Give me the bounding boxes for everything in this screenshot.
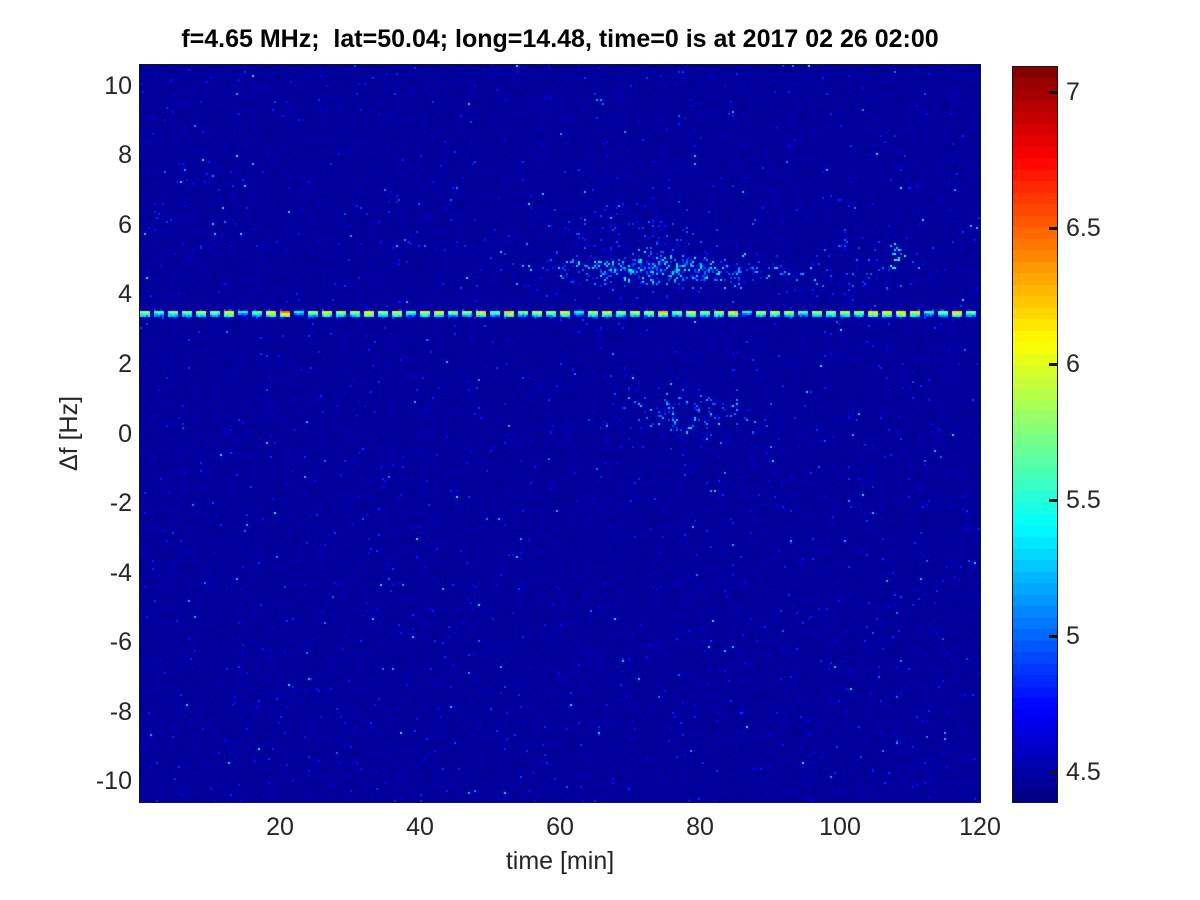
colorbar-tick-label: 6.5 [1066, 213, 1101, 242]
colorbar-tick-mark [1049, 634, 1058, 638]
colorbar-canvas [1013, 67, 1057, 802]
colorbar-tick-label: 5.5 [1066, 485, 1101, 514]
y-tick-label: 0 [118, 419, 132, 448]
plot-title: f=4.65 MHz; lat=50.04; long=14.48, time=… [181, 25, 939, 53]
y-tick-label: -6 [109, 628, 132, 657]
y-tick-label: 10 [104, 71, 132, 100]
x-tick-label: 80 [686, 813, 714, 841]
x-tick-label: 40 [406, 813, 434, 841]
y-tick-label: 8 [118, 141, 132, 170]
colorbar-tick-label: 4.5 [1066, 758, 1101, 787]
colorbar-tick-label: 7 [1066, 77, 1080, 106]
y-tick-label: -2 [109, 489, 132, 518]
x-tick-label: 20 [266, 813, 294, 841]
x-tick-label: 120 [959, 813, 1001, 841]
y-tick-label: 6 [118, 210, 132, 239]
x-tick-label: 100 [819, 813, 861, 841]
x-axis-label: time [min] [505, 847, 615, 875]
colorbar-tick-mark [1049, 498, 1058, 502]
y-tick-label: 2 [118, 349, 132, 378]
colorbar-tick-label: 5 [1066, 621, 1080, 650]
colorbar-tick-label: 6 [1066, 349, 1080, 378]
x-tick-label: 60 [546, 813, 574, 841]
heatmap-canvas [140, 65, 980, 802]
y-tick-label: -10 [95, 767, 132, 796]
colorbar-tick-mark [1049, 771, 1058, 775]
heatmap-plot-area [139, 64, 981, 803]
y-tick-label: 4 [118, 280, 132, 309]
colorbar [1012, 66, 1058, 803]
y-tick-label: -8 [109, 697, 132, 726]
colorbar-tick-mark [1049, 90, 1058, 94]
colorbar-tick-mark [1049, 226, 1058, 230]
colorbar-tick-mark [1049, 362, 1058, 366]
y-tick-label: -4 [109, 558, 132, 587]
